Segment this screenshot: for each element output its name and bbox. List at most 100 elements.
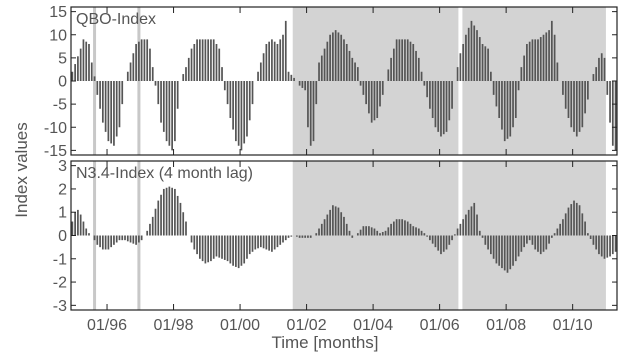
bar xyxy=(476,30,478,81)
x-tick-label: 01/96 xyxy=(87,317,127,334)
bar xyxy=(279,39,282,81)
bar xyxy=(251,235,254,252)
bar xyxy=(503,235,506,271)
bar xyxy=(423,233,426,236)
bar xyxy=(129,62,132,81)
y-tick-label: -2 xyxy=(53,275,67,292)
bar xyxy=(420,230,423,236)
y-tick-label: 10 xyxy=(49,27,67,44)
bar xyxy=(376,230,379,236)
bar xyxy=(323,48,326,81)
bar xyxy=(539,235,542,255)
bar xyxy=(229,235,232,264)
bar xyxy=(426,81,428,98)
bar xyxy=(564,213,567,236)
bar xyxy=(481,44,484,81)
bar xyxy=(146,39,149,81)
bar xyxy=(473,25,476,81)
bar xyxy=(456,67,459,81)
bar xyxy=(462,44,465,81)
y-tick-label: 2 xyxy=(58,181,67,198)
bar xyxy=(512,235,514,266)
bar xyxy=(509,81,512,137)
bar xyxy=(401,219,404,236)
bar xyxy=(82,39,85,81)
bar xyxy=(287,235,290,238)
y-tick-label: -1 xyxy=(53,251,67,268)
bar xyxy=(149,48,151,81)
y-tick-label: 15 xyxy=(49,4,67,21)
bar xyxy=(348,230,351,236)
bar xyxy=(614,235,617,252)
bar xyxy=(598,57,600,81)
bar xyxy=(595,67,598,81)
bar xyxy=(126,235,129,242)
bar xyxy=(212,235,215,259)
bar xyxy=(96,235,99,245)
x-tick-label: 01/98 xyxy=(154,317,194,334)
bar xyxy=(196,39,198,81)
bar xyxy=(575,202,578,236)
bar xyxy=(381,81,384,95)
bar xyxy=(340,212,343,236)
bar xyxy=(517,235,520,257)
bar xyxy=(276,235,279,248)
y-tick-label: 5 xyxy=(58,50,67,67)
bar xyxy=(356,67,359,81)
bar xyxy=(606,81,609,95)
bar xyxy=(401,39,404,81)
bar xyxy=(393,48,395,81)
bar xyxy=(207,39,210,81)
bar xyxy=(301,81,304,88)
bar xyxy=(237,81,240,146)
bar xyxy=(517,81,520,91)
bar xyxy=(345,44,348,81)
bar xyxy=(476,214,478,236)
bar xyxy=(190,235,193,243)
x-tick-label: 01/06 xyxy=(420,317,460,334)
bar xyxy=(240,81,243,151)
bar xyxy=(118,81,121,128)
y-tick-label: 0 xyxy=(58,74,67,91)
bar xyxy=(304,235,307,238)
bar xyxy=(492,235,495,259)
bar xyxy=(611,235,614,255)
bar xyxy=(248,81,251,121)
bar xyxy=(118,235,121,241)
bar xyxy=(490,71,492,81)
bar xyxy=(149,223,151,236)
bar xyxy=(453,234,456,236)
bar xyxy=(221,235,223,259)
bar xyxy=(542,235,545,252)
bar xyxy=(581,213,584,236)
bar xyxy=(320,55,323,81)
bar xyxy=(295,235,298,237)
bar xyxy=(465,34,467,81)
bar xyxy=(162,188,165,236)
bar xyxy=(556,228,559,236)
bar xyxy=(495,81,498,107)
bar xyxy=(85,41,88,81)
bar xyxy=(578,205,581,236)
bar xyxy=(481,235,484,238)
bar xyxy=(381,232,384,236)
bar xyxy=(514,81,517,118)
bar xyxy=(143,39,146,81)
bar xyxy=(298,235,301,238)
bar xyxy=(99,235,101,248)
bar xyxy=(271,235,273,252)
bar xyxy=(121,81,124,105)
bar xyxy=(174,81,176,142)
bar xyxy=(82,221,85,236)
bar xyxy=(79,214,82,236)
bar xyxy=(390,223,392,236)
bar xyxy=(442,81,445,135)
y-tick-label: 0 xyxy=(58,228,67,245)
bar xyxy=(235,81,237,142)
bar xyxy=(506,235,509,273)
y-tick-label: -5 xyxy=(53,97,67,114)
bar xyxy=(193,44,196,81)
bar xyxy=(603,57,606,81)
y-tick-label: 3 xyxy=(58,158,67,175)
